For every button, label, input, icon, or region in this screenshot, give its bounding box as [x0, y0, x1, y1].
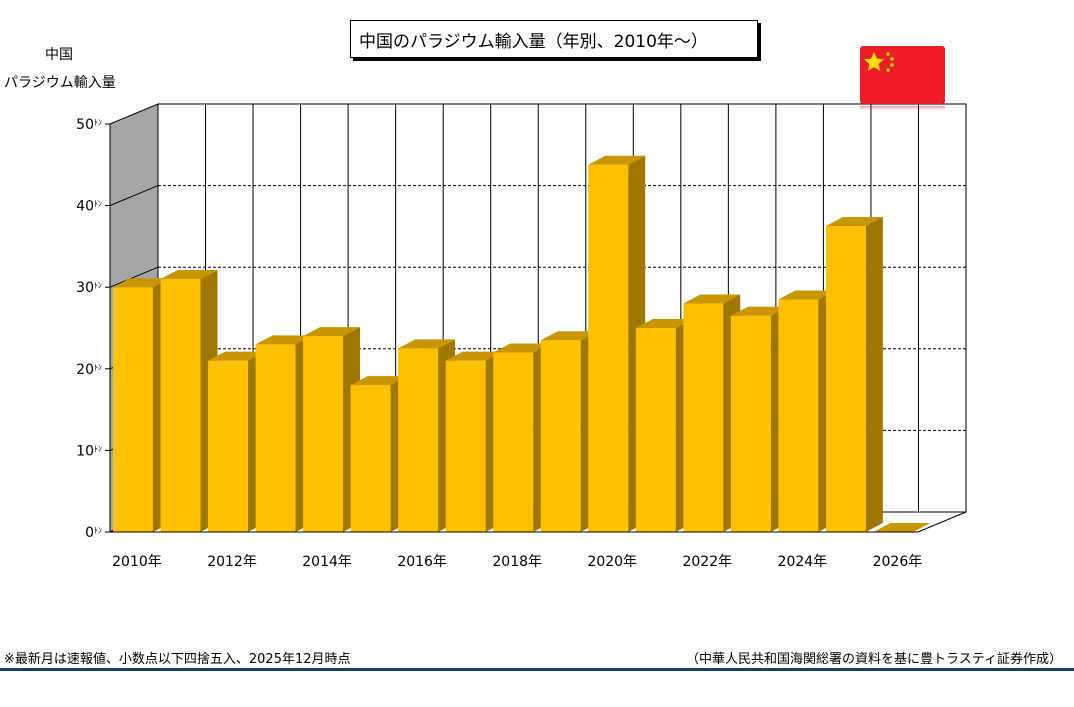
bar-side: [865, 217, 883, 532]
footnote-right: （中華人民共和国海関総署の資料を基に豊トラスティ証券作成）: [686, 652, 1062, 667]
bar-top: [730, 306, 788, 316]
x-tick-label: 2022年: [682, 554, 732, 570]
bar-front: [398, 348, 439, 532]
x-tick-label: 2020年: [587, 554, 637, 570]
y-tick-unit: ﾄﾝ: [94, 118, 102, 127]
bar-front: [778, 299, 819, 532]
bar-top: [445, 351, 503, 361]
bar-top: [255, 335, 313, 345]
bar-top: [208, 351, 265, 361]
x-tick-label: 2026年: [873, 554, 923, 570]
y-tick-unit: ﾄﾝ: [94, 444, 102, 453]
gridline-side: [109, 266, 159, 288]
y-tick-unit: ﾄﾝ: [94, 281, 102, 290]
bar-top: [350, 376, 408, 386]
bar-top: [778, 290, 836, 300]
bar-front: [208, 360, 248, 532]
bar-top: [303, 327, 361, 337]
footer-rule: [0, 668, 1074, 671]
bar-front: [445, 360, 486, 532]
chart-title: 中国のパラジウム輸入量（年別、2010年～）: [359, 31, 708, 52]
x-tick-label: 2018年: [492, 554, 542, 570]
x-tick-label: 2012年: [207, 554, 257, 570]
x-tick-label: 2010年: [112, 554, 162, 570]
y-tick-label: 0ﾄﾝ: [85, 525, 102, 541]
bar-front: [113, 287, 153, 532]
bar-front: [255, 344, 296, 532]
bar-top: [825, 217, 883, 226]
y-tick-label: 10ﾄﾝ: [76, 443, 102, 459]
bar-top: [588, 155, 646, 165]
y-tick-label: 40ﾄﾝ: [76, 199, 102, 215]
gridline-side: [109, 185, 159, 207]
bar-top: [540, 331, 598, 341]
bar-top: [635, 319, 693, 328]
bar-top: [398, 339, 456, 349]
bar-front: [493, 352, 534, 532]
footnote-left: ※最新月は速報値、小数点以下四捨五入、2025年12月時点: [4, 652, 351, 667]
bar-top: [873, 523, 931, 532]
y-tick-label: 50ﾄﾝ: [76, 117, 102, 133]
bar: [873, 523, 931, 532]
bar-front: [540, 340, 581, 532]
x-tick-label: 2016年: [397, 554, 447, 570]
bar-top: [113, 278, 170, 288]
bar: [825, 217, 883, 532]
y-tick-label: 30ﾄﾝ: [76, 280, 102, 296]
y-tick-unit: ﾄﾝ: [94, 200, 102, 209]
china-flag-icon: [860, 46, 945, 110]
bar-front: [350, 385, 391, 532]
y-tick-label: 20ﾄﾝ: [76, 362, 102, 378]
bar-front: [303, 336, 344, 532]
x-tick-label: 2014年: [302, 554, 352, 570]
bar-front: [825, 226, 866, 532]
bar-top: [160, 270, 218, 280]
y-axis-label-line2: パラジウム輸入量: [4, 75, 116, 91]
y-tick-unit: ﾄﾝ: [94, 526, 102, 535]
bar-front: [683, 303, 724, 532]
chart-title-box: 中国のパラジウム輸入量（年別、2010年～）: [350, 20, 758, 58]
y-tick-unit: ﾄﾝ: [94, 363, 102, 372]
y-axis-label-line1: 中国: [45, 47, 73, 63]
bar-front: [635, 328, 676, 532]
bar-top: [493, 343, 551, 353]
x-tick-label: 2024年: [778, 554, 828, 570]
bar-front: [160, 279, 201, 532]
bar-front: [730, 315, 771, 532]
chart-bars: [113, 155, 931, 533]
bar-front: [588, 164, 629, 533]
bar-top: [683, 294, 741, 304]
